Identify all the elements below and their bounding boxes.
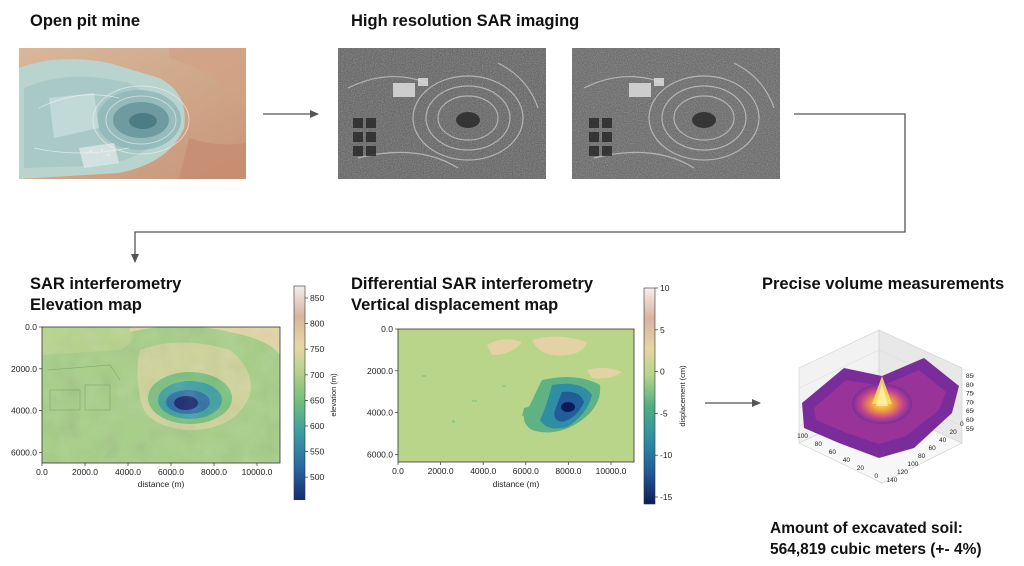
x-tick-label: 8000.0 bbox=[201, 467, 227, 477]
x-tick-label: 10000.0 bbox=[242, 467, 273, 477]
z-tick-label: 600 bbox=[966, 417, 974, 424]
x-axis-tick-label: 0 bbox=[960, 421, 964, 428]
y-tick-label: 4000.0 bbox=[11, 406, 37, 416]
x-axis-tick-label: 100 bbox=[908, 461, 919, 468]
volume-heading: Precise volume measurements bbox=[762, 275, 1005, 293]
x-axis-tick-label: 20 bbox=[950, 429, 958, 436]
x-axis-tick-label: 40 bbox=[939, 437, 947, 444]
x-tick-label: 4000.0 bbox=[470, 466, 496, 476]
colorbar-tick-label: 550 bbox=[310, 447, 324, 457]
x-tick-label: 2000.0 bbox=[72, 467, 98, 477]
y-tick-label: 6000.0 bbox=[367, 449, 393, 459]
x-tick-label: 0.0 bbox=[392, 466, 404, 476]
displacement-colorbar bbox=[643, 287, 656, 505]
colorbar-tick-label: -15 bbox=[660, 492, 673, 502]
elevation-xlabel: distance (m) bbox=[138, 479, 185, 489]
dinsar-heading-line1: Differential SAR interferometry bbox=[351, 275, 594, 293]
colorbar-tick-label: -10 bbox=[660, 450, 673, 460]
z-tick-label: 650 bbox=[966, 408, 974, 415]
colorbar-tick-label: 750 bbox=[310, 344, 324, 354]
x-tick-label: 6000.0 bbox=[158, 467, 184, 477]
z-tick-label: 550 bbox=[966, 426, 974, 433]
z-tick-label: 750 bbox=[966, 391, 974, 398]
y-tick-label: 4000.0 bbox=[367, 408, 393, 418]
colorbar-tick-label: -5 bbox=[660, 408, 668, 418]
colorbar-tick-label: 650 bbox=[310, 395, 324, 405]
z-tick-label: 700 bbox=[966, 399, 974, 406]
x-tick-label: 10000.0 bbox=[596, 466, 627, 476]
x-axis-tick-label: 140 bbox=[887, 477, 898, 484]
y-tick-label: 2000.0 bbox=[367, 366, 393, 376]
x-tick-label: 4000.0 bbox=[115, 467, 141, 477]
y-axis-tick-label: 20 bbox=[857, 465, 865, 472]
displacement-xlabel: distance (m) bbox=[493, 479, 540, 489]
x-axis-tick-label: 60 bbox=[929, 445, 937, 452]
y-axis-tick-label: 100 bbox=[797, 433, 808, 440]
sar-imaging-heading: High resolution SAR imaging bbox=[351, 12, 580, 30]
result-line1: Amount of excavated soil: bbox=[770, 520, 963, 537]
colorbar-tick-label: 600 bbox=[310, 421, 324, 431]
y-axis-tick-label: 40 bbox=[843, 457, 851, 464]
y-axis-tick-label: 60 bbox=[829, 449, 837, 456]
colorbar-tick-label: 850 bbox=[310, 293, 324, 303]
dinsar-heading-line2: Vertical displacement map bbox=[351, 296, 559, 314]
colorbar-tick-label: 5 bbox=[660, 325, 665, 335]
colorbar-tick-label: 800 bbox=[310, 319, 324, 329]
x-tick-label: 8000.0 bbox=[555, 466, 581, 476]
colorbar-tick-label: 10 bbox=[660, 283, 670, 293]
elevation-colorbar-label: elevation (m) bbox=[329, 373, 338, 417]
z-tick-label: 850 bbox=[966, 373, 974, 380]
sar-image-2 bbox=[572, 48, 780, 179]
y-tick-label: 0.0 bbox=[381, 324, 393, 334]
colorbar-tick-label: 0 bbox=[660, 367, 665, 377]
arrow-sar-to-interferometry bbox=[131, 113, 906, 263]
x-tick-label: 2000.0 bbox=[428, 466, 454, 476]
insar-heading-line2: Elevation map bbox=[30, 296, 142, 314]
colorbar-tick-label: 500 bbox=[310, 472, 324, 482]
y-axis-tick-label: 0 bbox=[874, 473, 878, 480]
displacement-colorbar-label: displacement (cm) bbox=[678, 365, 687, 427]
elevation-colorbar bbox=[293, 285, 306, 500]
open-pit-heading: Open pit mine bbox=[30, 12, 141, 30]
y-axis-tick-label: 80 bbox=[815, 441, 823, 448]
y-tick-label: 6000.0 bbox=[11, 447, 37, 457]
x-axis-tick-label: 80 bbox=[918, 453, 926, 460]
sar-image-1 bbox=[338, 48, 546, 179]
x-axis-tick-label: 120 bbox=[897, 469, 908, 476]
displacement-map-chart: 0.0 2000.0 4000.0 6000.0 8000.0 10000.0 0.0 20… bbox=[367, 283, 687, 505]
x-tick-label: 6000.0 bbox=[513, 466, 539, 476]
elevation-map-chart: 0.0 2000.0 4000.0 6000.0 8000.0 10000.0 0.0 20… bbox=[11, 285, 338, 500]
open-pit-mine-image bbox=[19, 48, 246, 179]
z-tick-label: 800 bbox=[966, 382, 974, 389]
y-tick-label: 2000.0 bbox=[11, 364, 37, 374]
y-tick-label: 0.0 bbox=[25, 322, 37, 332]
x-tick-label: 0.0 bbox=[36, 467, 48, 477]
insar-heading-line1: SAR interferometry bbox=[30, 275, 182, 293]
colorbar-tick-label: 700 bbox=[310, 370, 324, 380]
result-line2: 564,819 cubic meters (+- 4%) bbox=[770, 541, 982, 558]
